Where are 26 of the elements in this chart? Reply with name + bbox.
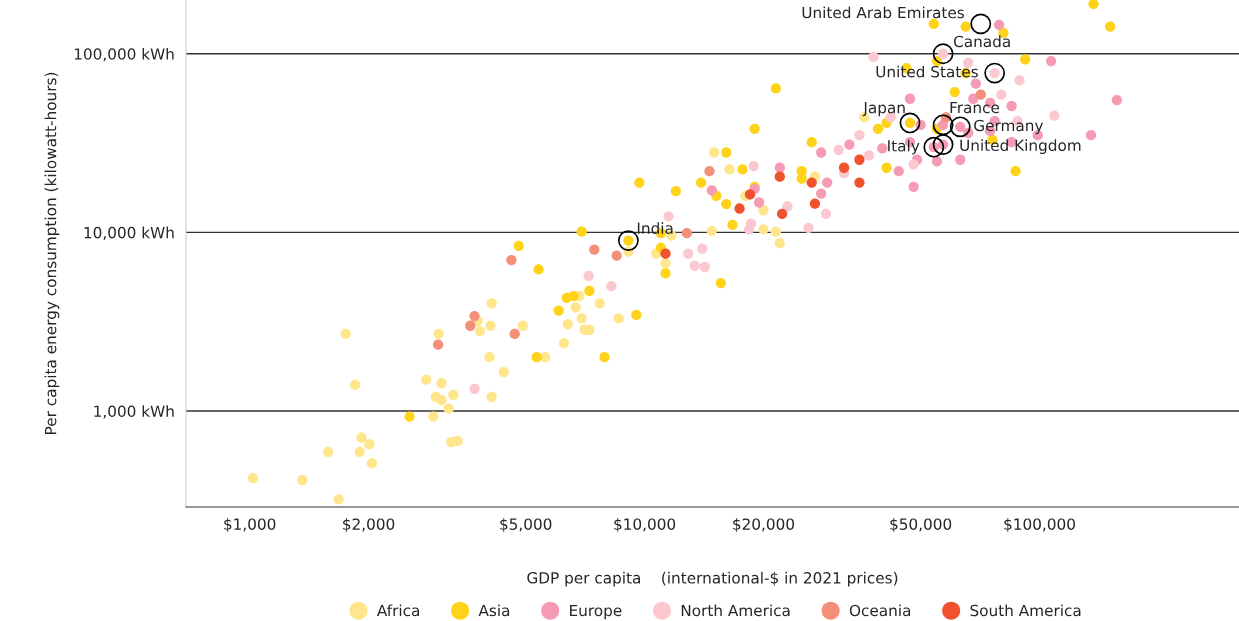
legend-label: Oceania bbox=[849, 604, 911, 617]
annotation: France bbox=[950, 101, 1000, 114]
x-tick-label: $100,000 bbox=[1004, 518, 1075, 532]
x-tick-label: $50,000 bbox=[890, 518, 952, 532]
annotation: United Arab Emirates bbox=[802, 6, 965, 19]
x-tick-label: $5,000 bbox=[500, 518, 552, 532]
legend-label: Asia bbox=[478, 604, 510, 617]
annotation: Canada bbox=[953, 35, 1010, 48]
y-tick-label: 10,000 kWh bbox=[84, 226, 174, 240]
annotation: India bbox=[637, 222, 673, 234]
legend-label: Africa bbox=[376, 604, 420, 617]
x-tick-label: $1,000 bbox=[224, 518, 276, 532]
x-tick-label: $10,000 bbox=[614, 518, 676, 532]
annotation: Italy bbox=[888, 139, 920, 155]
y-tick-label: 100,000 kWh bbox=[74, 47, 174, 62]
x-axis-title: GDP per capita (international-$ in 2021 prices) bbox=[527, 571, 898, 587]
legend-label: Europe bbox=[570, 604, 622, 620]
x-tick-label: $2,000 bbox=[343, 518, 395, 532]
annotation: Germany bbox=[974, 119, 1044, 135]
annotation: Japan bbox=[862, 102, 905, 117]
y-tick-label: 1,000 kWh bbox=[94, 405, 174, 419]
annotation: United Kingdom bbox=[960, 139, 1081, 155]
y-axis-title: Per capita energy consumption (kilowatt-hours) bbox=[44, 72, 60, 434]
legend-label: North America bbox=[681, 604, 790, 617]
x-tick-label: $20,000 bbox=[733, 518, 795, 532]
legend-label: South America bbox=[970, 604, 1081, 617]
